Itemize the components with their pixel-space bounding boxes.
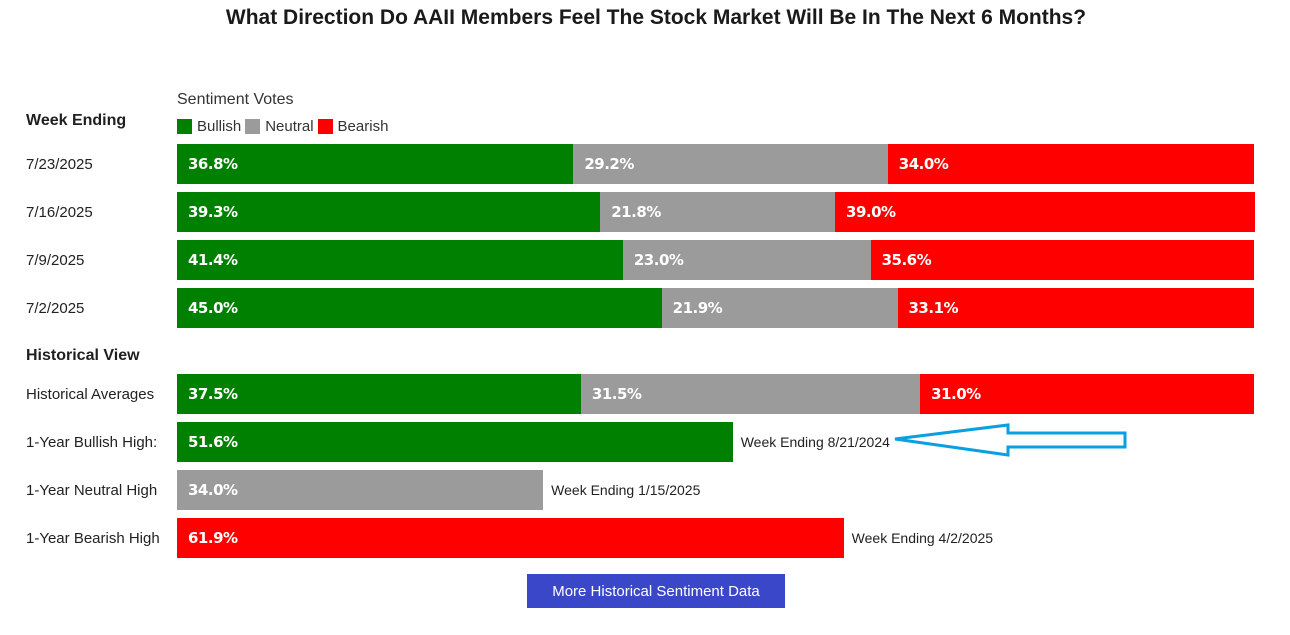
week-label: 7/9/2025 <box>26 252 85 269</box>
legend-swatch-bullish <box>177 119 192 134</box>
high-note-neutral: Week Ending 1/15/2025 <box>551 482 701 498</box>
high-bar-row-neutral: 34.0% <box>177 470 544 510</box>
data-label-neutral: 21.9% <box>672 299 723 317</box>
bar-segment-bearish: 33.1% <box>897 288 1254 328</box>
high-bar-row-bullish: 51.6% <box>177 422 733 462</box>
bar-segment-bullish: 36.8% <box>177 144 574 184</box>
historical-averages-label: Historical Averages <box>26 386 155 403</box>
high-bar-row-bearish: 61.9% <box>177 518 844 558</box>
legend-swatch-bearish <box>317 119 333 134</box>
data-label-neutral: 31.5% <box>591 385 642 403</box>
legend-item-bullish: Bullish <box>177 118 241 135</box>
bar-segment-bearish: 61.9% <box>177 518 844 558</box>
bar-segment-neutral: 34.0% <box>177 470 544 510</box>
legend: Bullish Neutral Bearish <box>177 118 392 135</box>
data-label-bullish: 37.5% <box>188 385 238 403</box>
bar-segment-neutral: 21.8% <box>600 192 836 232</box>
high-label-neutral: 1-Year Neutral High <box>26 482 158 499</box>
high-note-bearish: Week Ending 4/2/2025 <box>851 530 994 546</box>
data-label-bullish: 41.4% <box>188 251 238 269</box>
week-label: 7/16/2025 <box>26 204 93 221</box>
bar-segment-neutral: 23.0% <box>622 240 871 280</box>
data-label-bullish: 51.6% <box>188 433 238 451</box>
week-ending-header: Week Ending <box>26 112 127 129</box>
bar-segment-bullish: 37.5% <box>177 374 581 414</box>
legend-label-neutral: Neutral <box>265 118 314 135</box>
bar-segment-bullish: 45.0% <box>177 288 662 328</box>
data-label-bullish: 39.3% <box>188 203 238 221</box>
bar-segment-bullish: 39.3% <box>177 192 601 232</box>
data-label-bearish: 31.0% <box>931 385 981 403</box>
legend-label-bullish: Bullish <box>197 118 242 135</box>
bar-segment-bullish: 41.4% <box>177 240 623 280</box>
high-label-bullish: 1-Year Bullish High: <box>26 434 158 451</box>
bar-segment-bearish: 39.0% <box>835 192 1256 232</box>
more-historical-data-button[interactable]: More Historical Sentiment Data <box>527 574 785 608</box>
data-label-bullish: 36.8% <box>188 155 238 173</box>
week-bar-row: 41.4% 23.0% 35.6% <box>177 240 1254 280</box>
data-label-neutral: 21.8% <box>611 203 661 221</box>
week-bar-row: 36.8% 29.2% 34.0% <box>177 144 1254 184</box>
chart-title: What Direction Do AAII Members Feel The … <box>225 6 1087 29</box>
data-label-neutral: 29.2% <box>584 155 634 173</box>
high-note-bullish: Week Ending 8/21/2024 <box>740 434 890 450</box>
legend-item-bearish: Bearish <box>317 118 389 135</box>
legend-swatch-neutral <box>245 119 261 134</box>
bar-segment-neutral: 21.9% <box>661 288 898 328</box>
legend-item-neutral: Neutral <box>245 118 314 135</box>
week-label: 7/23/2025 <box>26 156 93 173</box>
data-label-bearish: 61.9% <box>188 529 238 547</box>
data-label-bearish: 39.0% <box>846 203 896 221</box>
bar-segment-bearish: 35.6% <box>870 240 1254 280</box>
data-label-bearish: 35.6% <box>881 251 932 269</box>
data-label-bullish: 45.0% <box>188 299 238 317</box>
bar-segment-neutral: 31.5% <box>580 374 921 414</box>
high-label-bearish: 1-Year Bearish High <box>26 530 160 547</box>
bar-segment-bullish: 51.6% <box>177 422 733 462</box>
historical-view-header: Historical View <box>26 347 140 364</box>
data-label-neutral: 23.0% <box>633 251 684 269</box>
bar-segment-bearish: 34.0% <box>887 144 1254 184</box>
historical-averages-bar-row: 37.5% 31.5% 31.0% <box>177 374 1254 414</box>
legend-label-bearish: Bearish <box>337 118 389 135</box>
data-label-bearish: 34.0% <box>898 155 949 173</box>
bar-segment-bearish: 31.0% <box>920 374 1254 414</box>
week-bar-row: 39.3% 21.8% 39.0% <box>177 192 1256 232</box>
week-label: 7/2/2025 <box>26 300 85 317</box>
data-label-bearish: 33.1% <box>908 299 959 317</box>
sentiment-votes-title: Sentiment Votes <box>177 91 294 108</box>
bar-segment-neutral: 29.2% <box>573 144 888 184</box>
week-bar-row: 45.0% 21.9% 33.1% <box>177 288 1254 328</box>
data-label-neutral: 34.0% <box>188 481 238 499</box>
